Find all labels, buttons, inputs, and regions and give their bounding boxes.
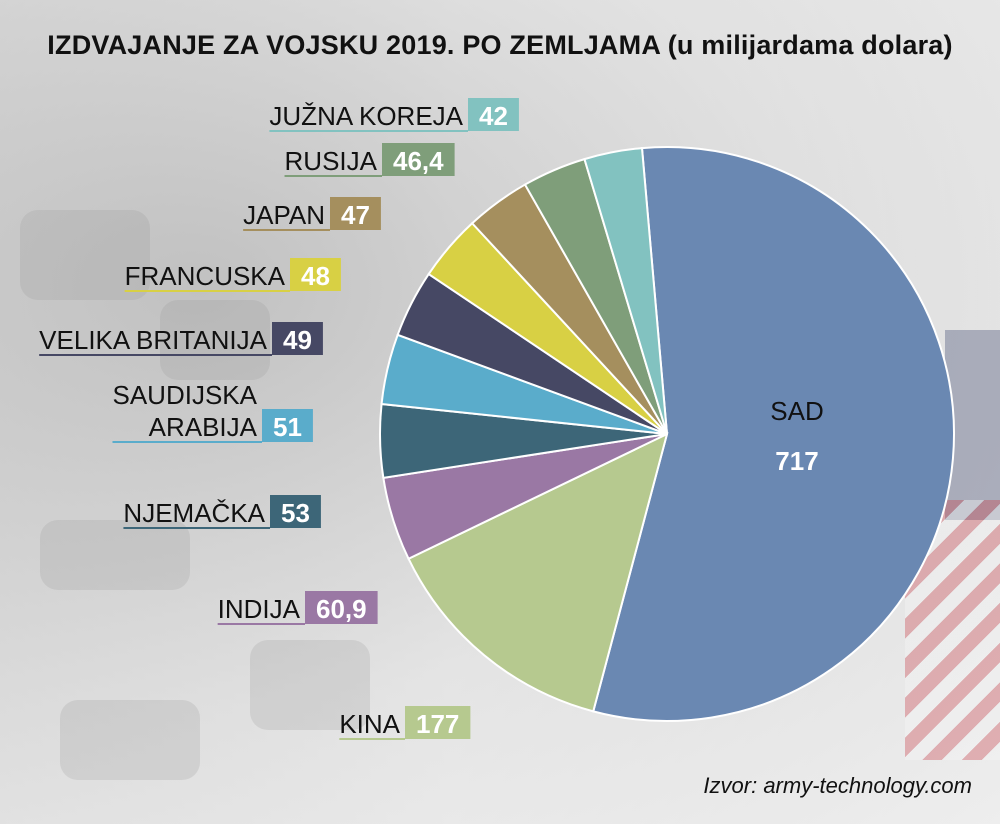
pie-slice-juzna-koreja xyxy=(583,147,668,435)
slice-value-njemacka: 53 xyxy=(281,498,310,528)
value-box-japan xyxy=(330,197,381,230)
pie-slices xyxy=(379,146,955,722)
value-box-velika-britanija xyxy=(272,322,323,355)
value-box-njemacka xyxy=(270,495,321,528)
slice-value-indija: 60,9 xyxy=(316,594,367,624)
value-box-saudijska-arabija xyxy=(262,409,313,442)
slice-label-juzna-koreja: JUŽNA KOREJA xyxy=(269,101,463,131)
pie-slice-kina xyxy=(407,432,669,713)
slice-label-kina: KINA xyxy=(339,709,400,739)
slice-label-sad: SAD xyxy=(770,396,823,426)
value-box-juzna-koreja xyxy=(468,98,519,131)
source-note: Izvor: army-technology.com xyxy=(703,773,972,798)
slice-value-saudijska-arabija: 51 xyxy=(273,412,302,442)
slice-label-saudijska-arabija-line-1: SAUDIJSKA xyxy=(113,380,258,410)
chart-title: IZDVAJANJE ZA VOJSKU 2019. PO ZEMLJAMA (… xyxy=(47,30,953,60)
value-box-rusija xyxy=(382,143,455,176)
value-box-kina xyxy=(405,706,471,739)
slice-value-francuska: 48 xyxy=(301,261,330,291)
slice-label-saudijska-arabija-line-2: ARABIJA xyxy=(149,412,258,442)
slice-value-velika-britanija: 49 xyxy=(283,325,312,355)
slice-label-rusija: RUSIJA xyxy=(285,146,378,176)
slice-label-velika-britanija: VELIKA BRITANIJA xyxy=(39,325,267,355)
slice-value-japan: 47 xyxy=(341,200,370,230)
slice-label-francuska: FRANCUSKA xyxy=(125,261,286,291)
pie-slice-sad xyxy=(592,146,955,722)
slice-value-rusija: 46,4 xyxy=(393,146,444,176)
value-box-francuska xyxy=(290,258,341,291)
slice-label-indija: INDIJA xyxy=(218,594,301,624)
slice-value-juzna-koreja: 42 xyxy=(479,101,508,131)
pie-labels: SAD 717 177 KINA 60,9 INDIJA 53 NJEMAČKA 51 SAUDI… xyxy=(39,98,824,740)
slice-label-japan: JAPAN xyxy=(243,200,325,230)
value-box-indija xyxy=(305,591,378,624)
slice-value-sad: 717 xyxy=(775,446,818,476)
slice-value-kina: 177 xyxy=(416,709,459,739)
slice-label-njemacka: NJEMAČKA xyxy=(123,498,265,528)
